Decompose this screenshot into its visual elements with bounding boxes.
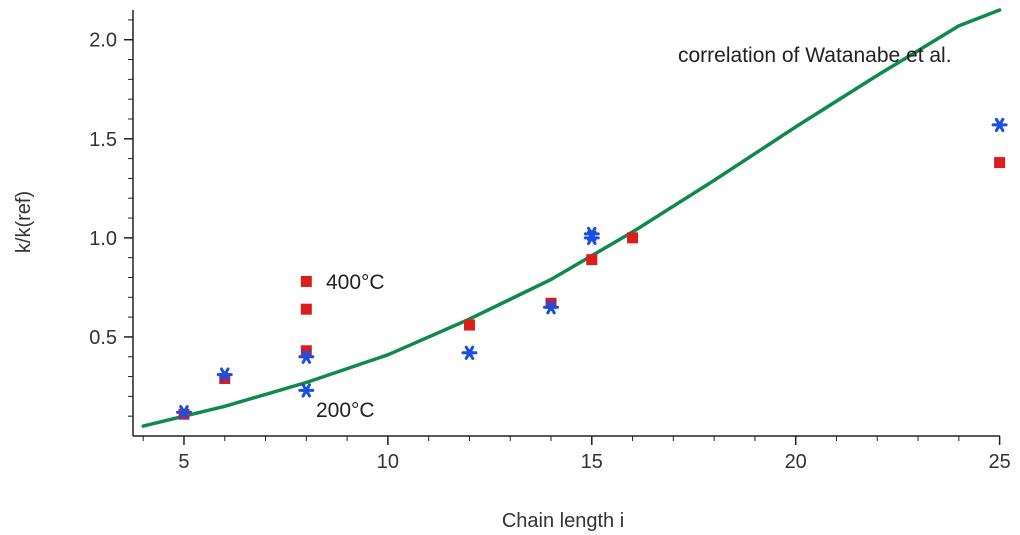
label-400c: 400°C: [326, 271, 385, 294]
data-point-square: [463, 319, 475, 331]
data-point-asterisk: [583, 226, 600, 242]
data-point-asterisk: [175, 405, 192, 420]
curve-label: correlation of Watanabe et al.: [678, 44, 952, 67]
x-tick-label: 20: [785, 451, 807, 473]
asterisk-core: [221, 371, 229, 379]
y-tick-label: 1.5: [89, 129, 117, 151]
data-point-square: [586, 254, 598, 266]
data-point-asterisk: [216, 367, 233, 382]
data-point-square: [300, 303, 312, 315]
data-point-square: [300, 345, 312, 357]
x-tick-label: 10: [377, 451, 399, 473]
ticks: 5 10 15 20 25 0.5 1.0 1.5 2.0: [89, 19, 1011, 473]
data-point-asterisk: [298, 349, 315, 364]
y-tick-label: 1.0: [89, 228, 117, 250]
x-axis-title: Chain length i: [502, 510, 624, 532]
data-point-asterisk: [461, 345, 478, 360]
data-point-square: [627, 232, 639, 244]
y-axis-title: k/k(ref): [13, 191, 35, 253]
data-point-square: [219, 373, 231, 385]
asterisk-core: [588, 230, 596, 238]
y-tick-label: 0.5: [89, 327, 117, 349]
asterisk-core: [302, 353, 310, 361]
asterisk-core: [302, 386, 310, 394]
data-point-asterisk: [991, 117, 1008, 133]
data-point-asterisk: [298, 383, 315, 398]
points-layer: [175, 117, 1008, 420]
asterisk-core: [547, 303, 555, 311]
asterisk-core: [180, 408, 188, 416]
axes: [132, 10, 1000, 437]
data-point-square: [300, 275, 312, 287]
data-point-asterisk: [543, 300, 560, 315]
x-tick-label: 15: [581, 451, 603, 473]
asterisk-core: [465, 349, 473, 357]
asterisk-core: [996, 121, 1004, 129]
data-point-square: [545, 297, 557, 309]
y-tick-label: 2.0: [89, 30, 117, 52]
correlation-curve: [141, 8, 1002, 428]
curve-layer: [141, 8, 1002, 428]
x-tick-label: 5: [178, 451, 189, 473]
label-200c: 200°C: [316, 399, 375, 422]
data-point-square: [994, 157, 1006, 169]
x-tick-label: 25: [988, 451, 1010, 473]
